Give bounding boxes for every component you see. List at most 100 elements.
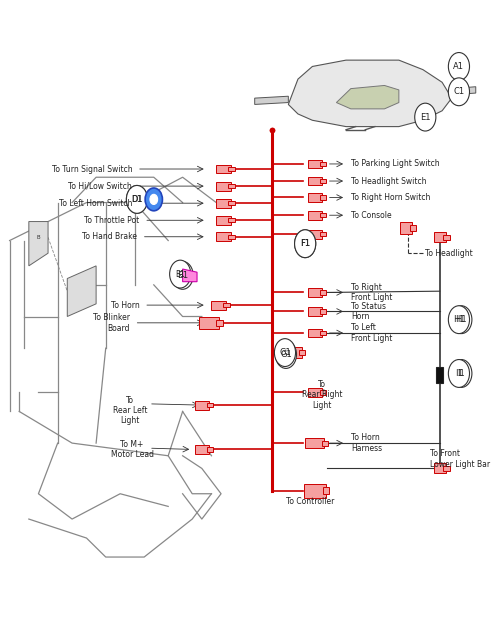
Polygon shape xyxy=(216,165,230,173)
Circle shape xyxy=(145,188,162,211)
Polygon shape xyxy=(436,367,443,383)
Text: To Headlight: To Headlight xyxy=(426,249,473,258)
Polygon shape xyxy=(200,317,218,329)
Text: B1: B1 xyxy=(177,271,188,280)
Polygon shape xyxy=(434,463,446,473)
Circle shape xyxy=(170,260,191,288)
Text: To Left
Front Light: To Left Front Light xyxy=(351,323,392,342)
Polygon shape xyxy=(320,290,326,294)
Polygon shape xyxy=(320,179,326,184)
Circle shape xyxy=(126,185,148,213)
Polygon shape xyxy=(308,230,322,239)
Text: H1: H1 xyxy=(456,315,467,324)
Polygon shape xyxy=(182,269,197,282)
Text: H1: H1 xyxy=(453,315,464,324)
Polygon shape xyxy=(29,222,48,266)
Polygon shape xyxy=(224,303,230,307)
Circle shape xyxy=(414,103,436,131)
Polygon shape xyxy=(308,193,322,202)
Text: I1: I1 xyxy=(458,369,465,378)
Polygon shape xyxy=(216,320,222,325)
Polygon shape xyxy=(288,60,452,127)
Text: D1: D1 xyxy=(131,195,143,204)
Polygon shape xyxy=(308,388,322,397)
Text: To Horn: To Horn xyxy=(110,301,140,310)
Text: B1: B1 xyxy=(176,270,185,279)
Text: To Front
Lower Light Bar: To Front Lower Light Bar xyxy=(430,449,490,468)
Text: To Blinker
Board: To Blinker Board xyxy=(93,313,130,332)
Polygon shape xyxy=(308,160,322,168)
Polygon shape xyxy=(228,235,234,239)
Polygon shape xyxy=(400,222,412,234)
Polygon shape xyxy=(323,487,330,494)
Polygon shape xyxy=(206,447,213,452)
Polygon shape xyxy=(322,441,328,446)
Polygon shape xyxy=(320,232,326,236)
Circle shape xyxy=(448,306,469,334)
Polygon shape xyxy=(410,225,416,230)
Polygon shape xyxy=(336,85,399,109)
Text: E1: E1 xyxy=(420,113,430,122)
Text: To Turn Signal Switch: To Turn Signal Switch xyxy=(52,165,132,173)
Circle shape xyxy=(274,339,295,367)
Text: F1: F1 xyxy=(300,239,310,248)
Circle shape xyxy=(451,306,472,334)
Polygon shape xyxy=(320,330,326,335)
Text: To Hand Brake: To Hand Brake xyxy=(82,232,137,241)
Text: To Controller: To Controller xyxy=(286,497,334,506)
Polygon shape xyxy=(320,213,326,217)
Polygon shape xyxy=(194,445,209,454)
Polygon shape xyxy=(308,177,322,185)
Polygon shape xyxy=(194,401,209,410)
Polygon shape xyxy=(304,484,326,498)
Text: G1: G1 xyxy=(280,350,292,359)
Polygon shape xyxy=(305,438,324,448)
Polygon shape xyxy=(452,87,476,95)
Text: C1: C1 xyxy=(454,87,464,96)
Polygon shape xyxy=(212,301,226,310)
Polygon shape xyxy=(216,199,230,208)
Text: I1: I1 xyxy=(455,369,463,378)
Circle shape xyxy=(448,53,469,80)
Polygon shape xyxy=(308,211,322,220)
Text: B: B xyxy=(36,235,40,240)
Circle shape xyxy=(294,230,316,258)
Polygon shape xyxy=(308,307,322,316)
Text: G1: G1 xyxy=(279,348,291,357)
Text: A1: A1 xyxy=(454,62,464,71)
Polygon shape xyxy=(308,288,322,297)
Polygon shape xyxy=(308,329,322,337)
Text: To
Rear Left
Light: To Rear Left Light xyxy=(112,396,147,425)
Polygon shape xyxy=(320,310,326,313)
Circle shape xyxy=(172,261,193,289)
Text: To Hi/Low Switch: To Hi/Low Switch xyxy=(68,182,132,191)
Text: To Headlight Switch: To Headlight Switch xyxy=(351,177,426,185)
Polygon shape xyxy=(228,184,234,189)
Polygon shape xyxy=(320,162,326,166)
Polygon shape xyxy=(216,182,230,191)
Circle shape xyxy=(448,78,469,106)
Polygon shape xyxy=(320,390,326,395)
Polygon shape xyxy=(254,96,288,104)
Polygon shape xyxy=(290,347,302,358)
Polygon shape xyxy=(320,196,326,200)
Text: To Right Horn Switch: To Right Horn Switch xyxy=(351,193,430,202)
Text: To Throttle Pot: To Throttle Pot xyxy=(84,216,140,225)
Polygon shape xyxy=(228,201,234,205)
Polygon shape xyxy=(228,167,234,171)
Polygon shape xyxy=(434,232,446,242)
Polygon shape xyxy=(444,466,450,471)
Circle shape xyxy=(276,341,296,368)
Text: To Console: To Console xyxy=(351,211,392,220)
Text: To M+
Motor Lead: To M+ Motor Lead xyxy=(110,440,154,460)
Text: To Horn
Harness: To Horn Harness xyxy=(351,434,382,453)
Text: To Status
Horn: To Status Horn xyxy=(351,302,386,321)
Text: To Right
Front Light: To Right Front Light xyxy=(351,283,392,302)
Polygon shape xyxy=(228,218,234,222)
Polygon shape xyxy=(299,349,306,356)
Text: To Parking Light Switch: To Parking Light Switch xyxy=(351,160,440,168)
Text: To
Rear Right
Light: To Rear Right Light xyxy=(302,380,342,410)
Text: F1: F1 xyxy=(300,239,310,248)
Text: D1: D1 xyxy=(132,195,142,204)
Circle shape xyxy=(150,194,158,204)
